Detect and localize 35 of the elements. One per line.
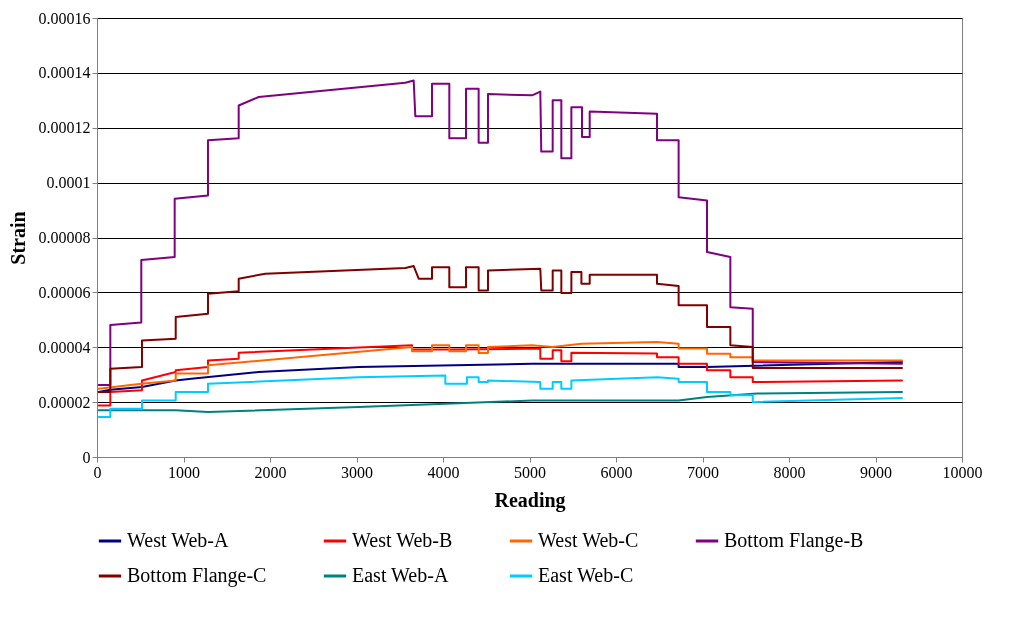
y-tick-label: 0.00008: [38, 229, 91, 246]
x-tick-label: 3000: [341, 463, 373, 481]
y-tick-label: 0.00002: [38, 393, 91, 411]
line-series: [97, 79, 903, 387]
line-series: [97, 374, 903, 418]
line-series: [97, 390, 903, 413]
y-tick-label: 0.00006: [38, 283, 91, 301]
x-tick-label: 4000: [427, 463, 460, 481]
x-tick-label: 5000: [514, 463, 546, 481]
legend-label: West Web-B: [352, 529, 453, 551]
y-tick-label: 0.00016: [38, 9, 91, 27]
x-tick-label: 2000: [254, 463, 287, 481]
x-tick-label: 6000: [600, 463, 633, 481]
x-tick-label: 8000: [773, 463, 806, 481]
x-tick-label: 1000: [168, 463, 200, 481]
line-series: [97, 265, 903, 393]
x-tick-label: 0: [93, 463, 102, 481]
legend-label: West Web-C: [538, 529, 639, 551]
line-series: [97, 344, 903, 407]
x-tick-label: 10000: [942, 463, 983, 481]
legend-label: Bottom Flange-B: [724, 529, 864, 552]
y-tick-label: 0.00012: [38, 119, 91, 137]
x-tick-label: 9000: [860, 463, 892, 481]
legend-label: East Web-A: [352, 564, 449, 586]
legend-label: Bottom Flange-C: [127, 564, 267, 587]
y-tick-label: 0.0001: [46, 174, 91, 192]
legend-label: East Web-C: [538, 564, 634, 586]
line-series: [97, 341, 903, 390]
y-axis-title: Strain: [6, 211, 29, 265]
y-tick-label: 0.00004: [38, 338, 91, 356]
x-axis-title: Reading: [494, 488, 566, 512]
y-tick-label: 0.00014: [38, 64, 91, 82]
legend-label: West Web-A: [127, 529, 229, 551]
x-tick-label: 7000: [687, 463, 719, 481]
y-tick-label: 0: [82, 448, 91, 466]
